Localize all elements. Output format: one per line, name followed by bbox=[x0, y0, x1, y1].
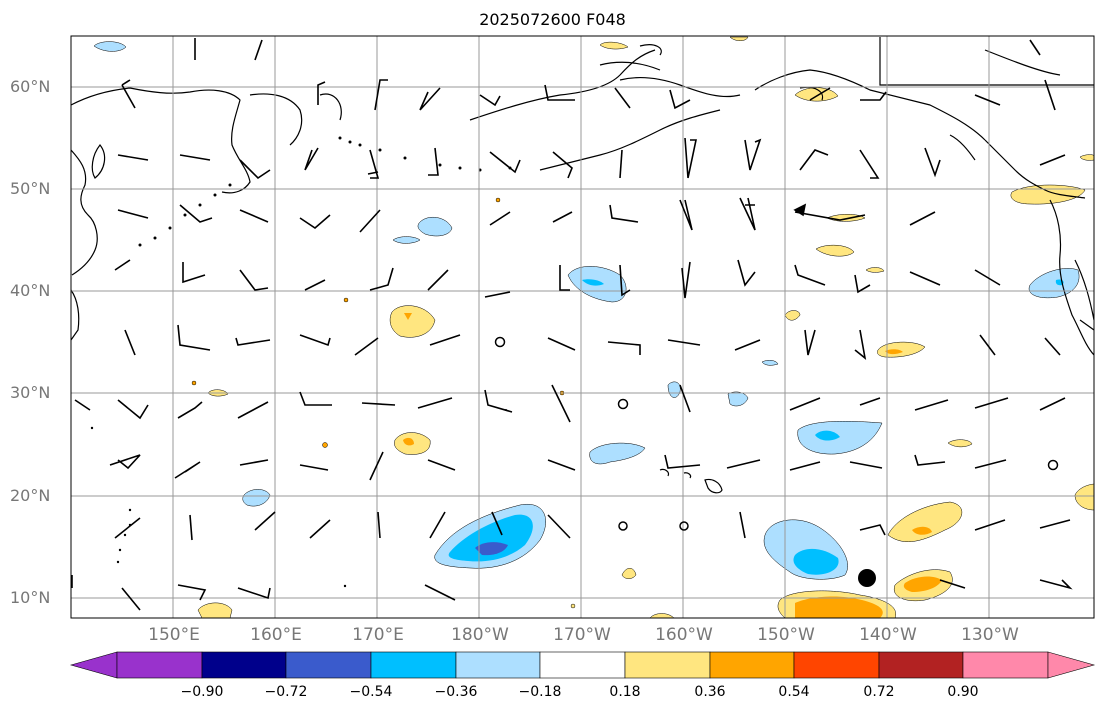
wind-barbs bbox=[71, 38, 1073, 611]
colorbar-tick-label: 0.72 bbox=[863, 684, 895, 700]
lon-label-170e: 170°E bbox=[352, 625, 404, 645]
lon-label-170w: 170°W bbox=[553, 625, 611, 645]
calm-circles bbox=[494, 336, 1059, 531]
colorbar-tick-label: 0.18 bbox=[609, 684, 641, 700]
lon-label-160e: 160°E bbox=[250, 625, 302, 645]
lon-label-150e: 150°E bbox=[148, 625, 200, 645]
colorbar-tick-label: 0.90 bbox=[947, 684, 979, 700]
lon-label-130w: 130°W bbox=[961, 625, 1019, 645]
colorbar-tick-label: −0.90 bbox=[180, 684, 224, 700]
colorbar bbox=[69, 651, 1096, 679]
colorbar-tick-label: −0.72 bbox=[264, 684, 308, 700]
map-frame bbox=[70, 35, 1095, 619]
lon-label-160w: 160°W bbox=[655, 625, 713, 645]
lat-label-10: 10°N bbox=[10, 588, 51, 607]
lon-label-140w: 140°W bbox=[859, 625, 917, 645]
colorbar-tick-label: −0.36 bbox=[434, 684, 478, 700]
lon-label-150w: 150°W bbox=[757, 625, 815, 645]
center-marker bbox=[858, 569, 876, 587]
colorbar-tick-label: −0.18 bbox=[518, 684, 562, 700]
colorbar-tick-label: 0.54 bbox=[778, 684, 810, 700]
colorbar-tick-label: 0.36 bbox=[694, 684, 726, 700]
contour-fills bbox=[93, 36, 1095, 619]
lat-label-40: 40°N bbox=[10, 281, 51, 300]
lat-label-30: 30°N bbox=[10, 383, 51, 402]
lat-label-50: 50°N bbox=[10, 179, 51, 198]
lon-label-180w: 180°W bbox=[451, 625, 509, 645]
lat-label-20: 20°N bbox=[10, 486, 51, 505]
coastlines bbox=[70, 37, 1095, 494]
colorbar-tick-label: −0.54 bbox=[349, 684, 393, 700]
map-title: 2025072600 F048 bbox=[479, 10, 626, 29]
gridlines bbox=[71, 36, 1094, 618]
lat-label-60: 60°N bbox=[10, 77, 51, 96]
